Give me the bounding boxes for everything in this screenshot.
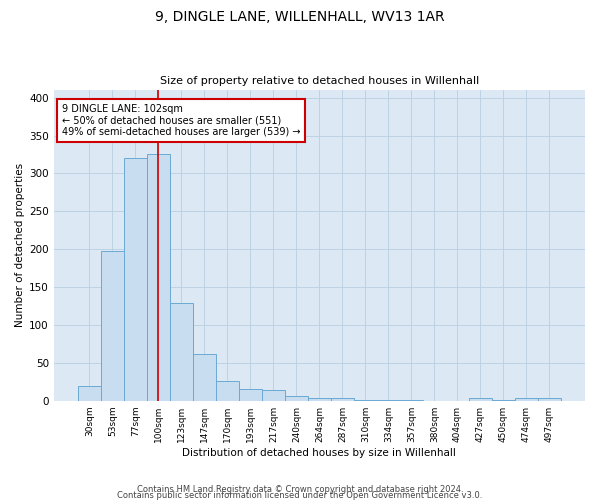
X-axis label: Distribution of detached houses by size in Willenhall: Distribution of detached houses by size … bbox=[182, 448, 457, 458]
Bar bbox=[331, 398, 354, 400]
Bar bbox=[193, 354, 216, 401]
Bar bbox=[147, 154, 170, 400]
Bar bbox=[239, 388, 262, 400]
Title: Size of property relative to detached houses in Willenhall: Size of property relative to detached ho… bbox=[160, 76, 479, 86]
Bar bbox=[216, 381, 239, 400]
Bar bbox=[285, 396, 308, 400]
Bar bbox=[469, 398, 492, 400]
Bar bbox=[308, 398, 331, 400]
Bar bbox=[170, 303, 193, 400]
Bar bbox=[538, 398, 561, 400]
Bar bbox=[78, 386, 101, 400]
Bar bbox=[124, 158, 147, 400]
Bar bbox=[262, 390, 285, 400]
Text: 9 DINGLE LANE: 102sqm
← 50% of detached houses are smaller (551)
49% of semi-det: 9 DINGLE LANE: 102sqm ← 50% of detached … bbox=[62, 104, 300, 137]
Text: Contains public sector information licensed under the Open Government Licence v3: Contains public sector information licen… bbox=[118, 490, 482, 500]
Text: Contains HM Land Registry data © Crown copyright and database right 2024.: Contains HM Land Registry data © Crown c… bbox=[137, 484, 463, 494]
Text: 9, DINGLE LANE, WILLENHALL, WV13 1AR: 9, DINGLE LANE, WILLENHALL, WV13 1AR bbox=[155, 10, 445, 24]
Bar bbox=[515, 398, 538, 400]
Y-axis label: Number of detached properties: Number of detached properties bbox=[15, 164, 25, 328]
Bar bbox=[101, 250, 124, 400]
